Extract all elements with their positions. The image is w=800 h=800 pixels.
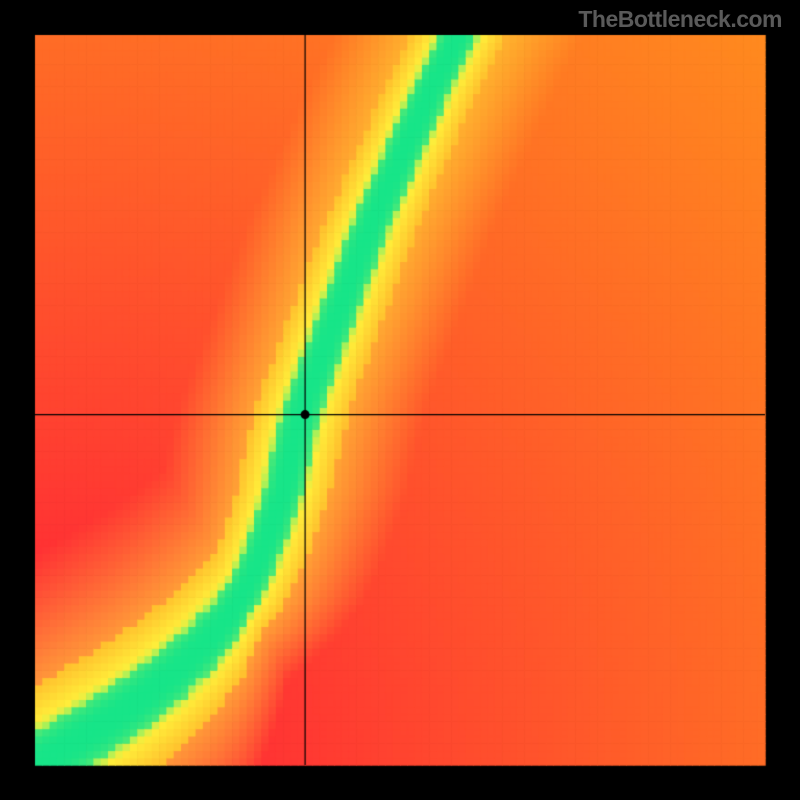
chart-container: TheBottleneck.com <box>0 0 800 800</box>
watermark-text: TheBottleneck.com <box>578 6 782 33</box>
watermark-label: TheBottleneck.com <box>578 6 782 32</box>
bottleneck-heatmap <box>0 0 800 800</box>
